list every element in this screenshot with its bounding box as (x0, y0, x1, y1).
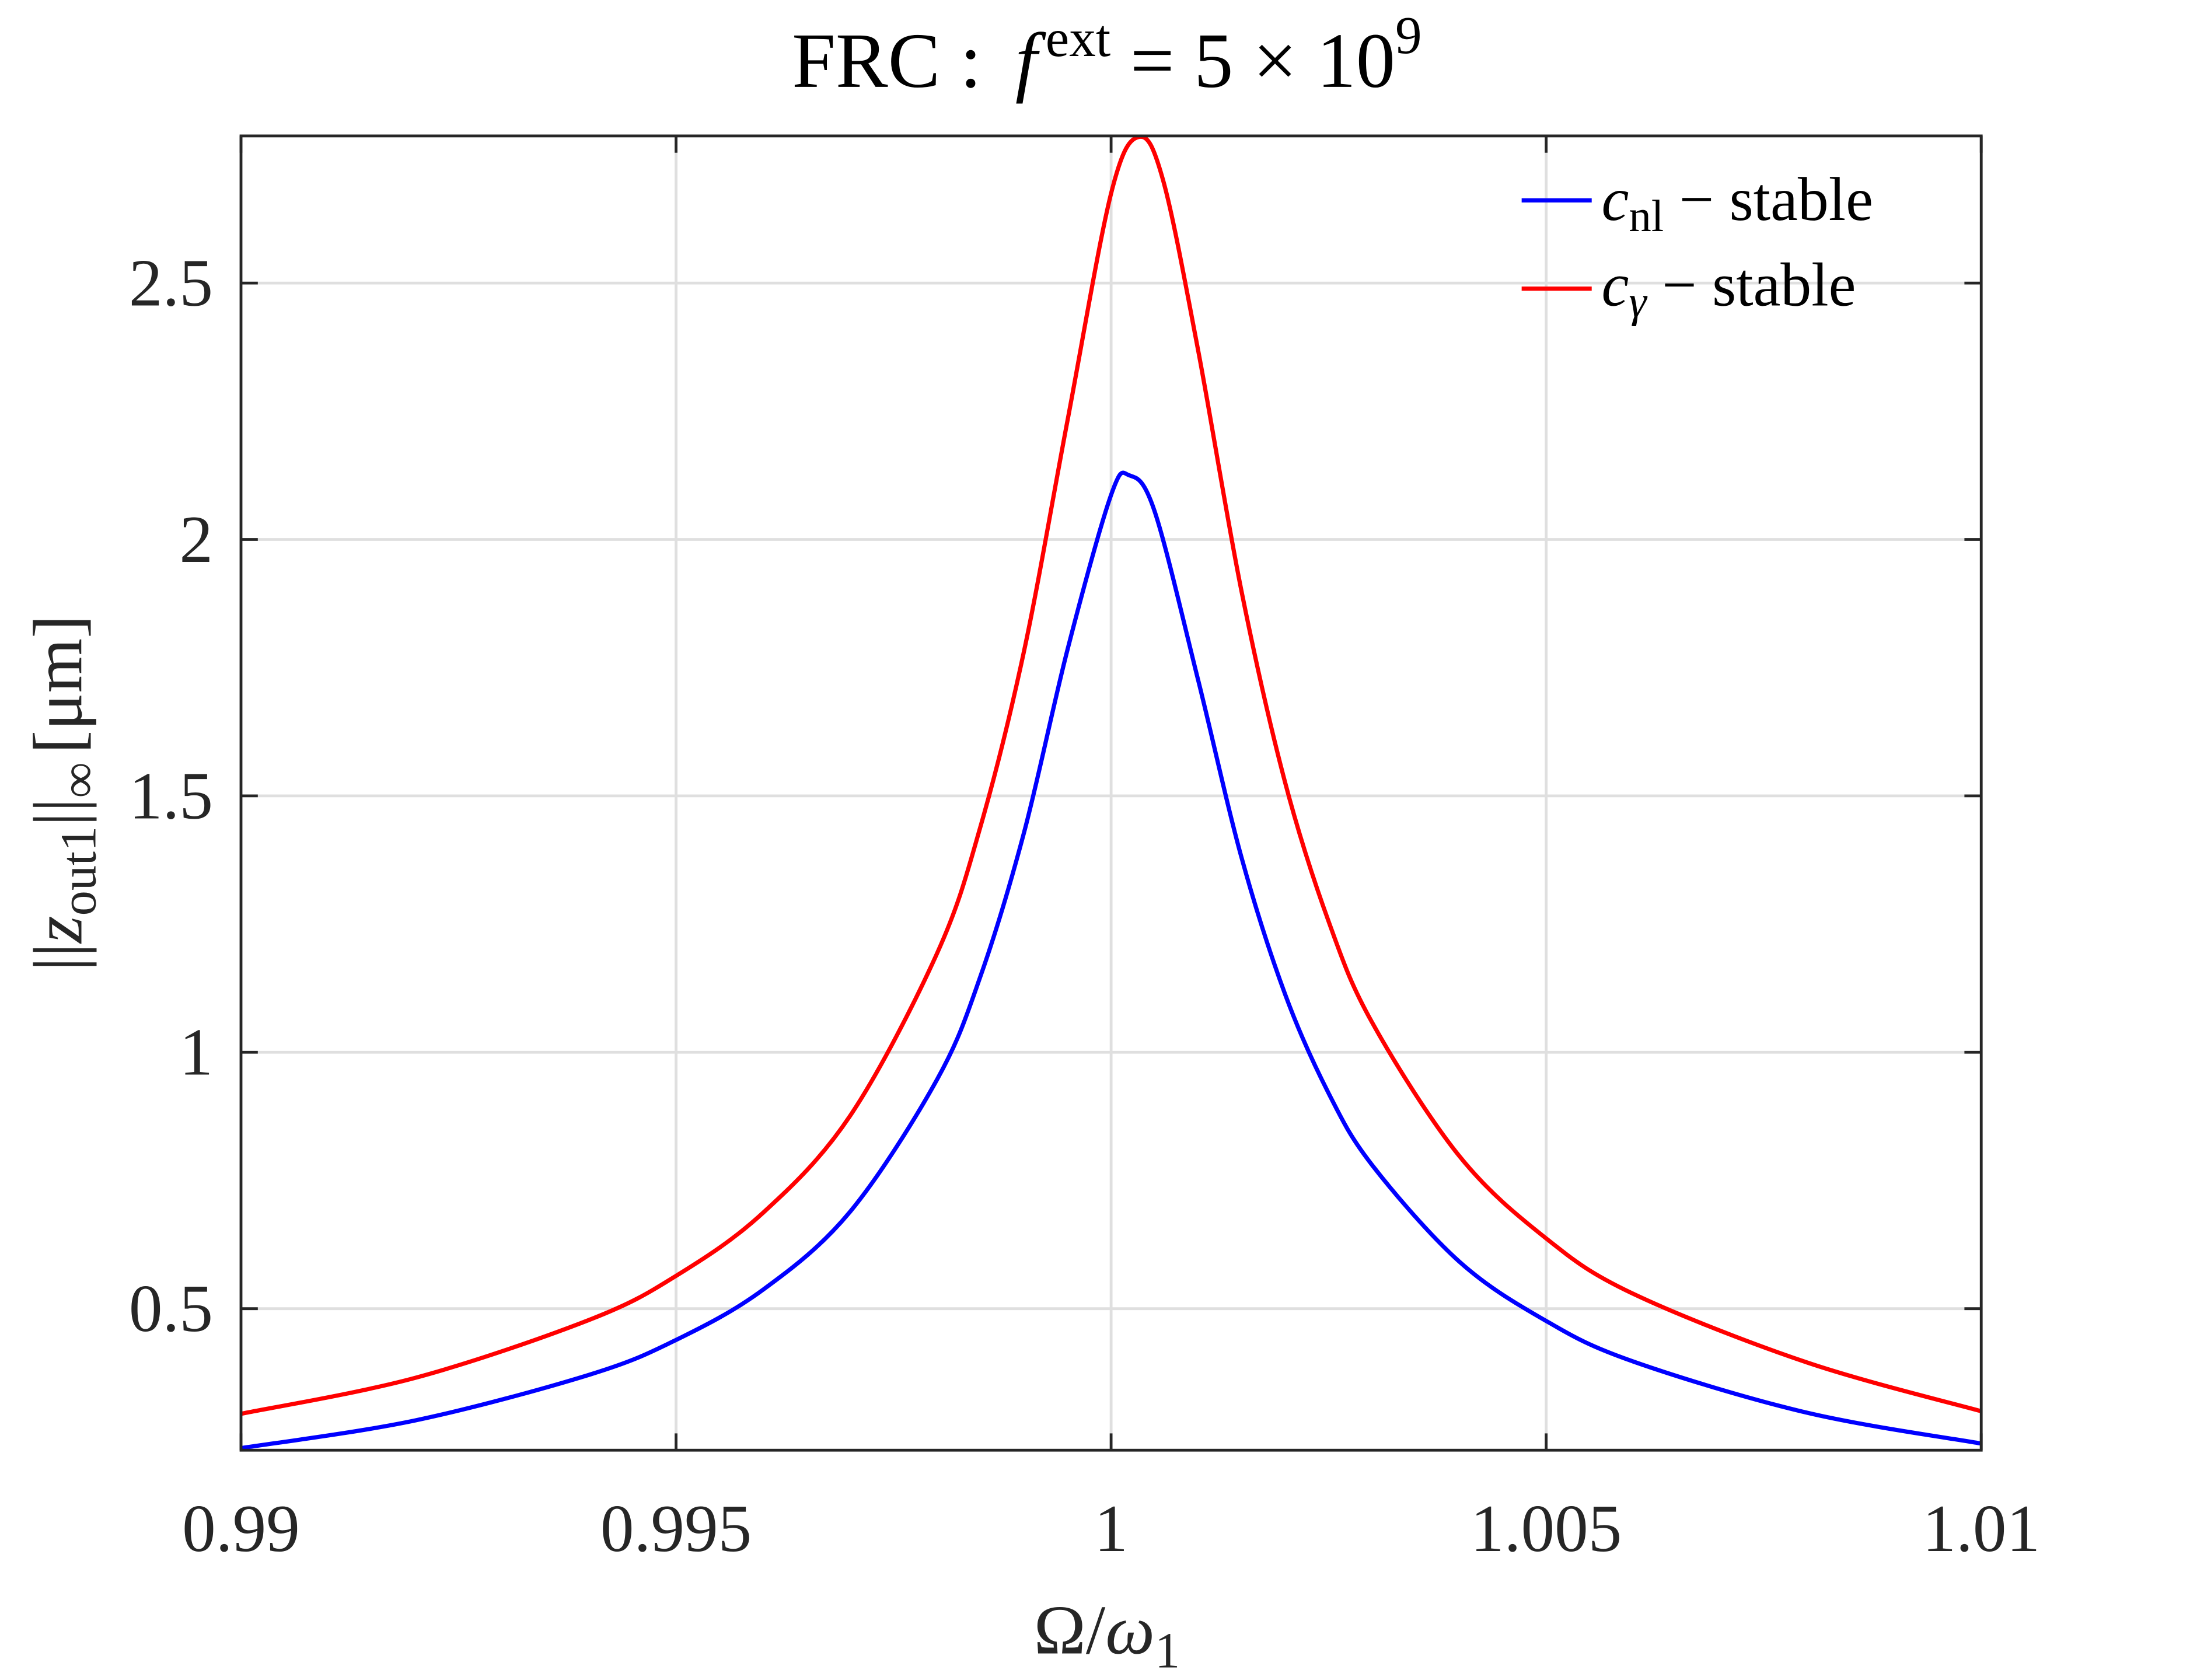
legend-cgamma-sub: γ (1629, 277, 1647, 327)
ylabel-bars: || (19, 943, 96, 971)
ylabel-z: z (19, 916, 96, 944)
title-exp: 9 (1395, 6, 1422, 65)
y-axis-label: ||zout1||∞[μm] (19, 615, 106, 971)
x-tick-label: 0.995 (600, 1491, 752, 1566)
x-axis-label: Ω/ω1 (1034, 1591, 1180, 1678)
legend-cnl-rest: − stable (1664, 165, 1873, 233)
y-tick-label: 2.5 (129, 246, 213, 320)
x-tick-label: 1.01 (1922, 1491, 2040, 1566)
ylabel-sub: out1 (50, 826, 106, 916)
ylabel-inf: ∞ (50, 762, 106, 798)
x-tick-label: 0.99 (182, 1491, 300, 1566)
xlabel-main: Ω/ (1034, 1591, 1106, 1668)
ticks: 0.99 0.995 1 1.005 1.01 0.5 1 1.5 2 2.5 (129, 135, 2040, 1566)
title-rest: = 5 × 10 (1130, 18, 1395, 104)
title-sup: ext (1046, 9, 1110, 68)
legend-cnl-c: c (1602, 165, 1629, 233)
legend: cnl − stable cγ − stable (1521, 165, 1873, 327)
xlabel-sub: 1 (1155, 1622, 1180, 1678)
legend-label-cnl: cnl − stable (1602, 165, 1873, 241)
y-tick-label: 2 (179, 502, 213, 577)
xlabel-omega: ω (1105, 1591, 1155, 1668)
series-line-cnl (240, 470, 1982, 1451)
x-tick-label: 1.005 (1471, 1491, 1622, 1566)
legend-cgamma-c: c (1602, 250, 1629, 319)
legend-cgamma-rest: − stable (1647, 250, 1856, 319)
ylabel-unit: [μm] (19, 615, 96, 754)
legend-cnl-sub: nl (1629, 191, 1664, 241)
gridlines (239, 135, 1983, 1451)
x-tick-label: 1 (1094, 1491, 1128, 1566)
y-tick-label: 0.5 (129, 1271, 213, 1346)
ylabel-bars2: || (19, 798, 96, 826)
y-tick-label: 1.5 (129, 758, 213, 833)
y-tick-label: 1 (179, 1015, 213, 1089)
title-prefix: FRC : (792, 18, 982, 104)
legend-label-cgamma: cγ − stable (1602, 250, 1856, 326)
